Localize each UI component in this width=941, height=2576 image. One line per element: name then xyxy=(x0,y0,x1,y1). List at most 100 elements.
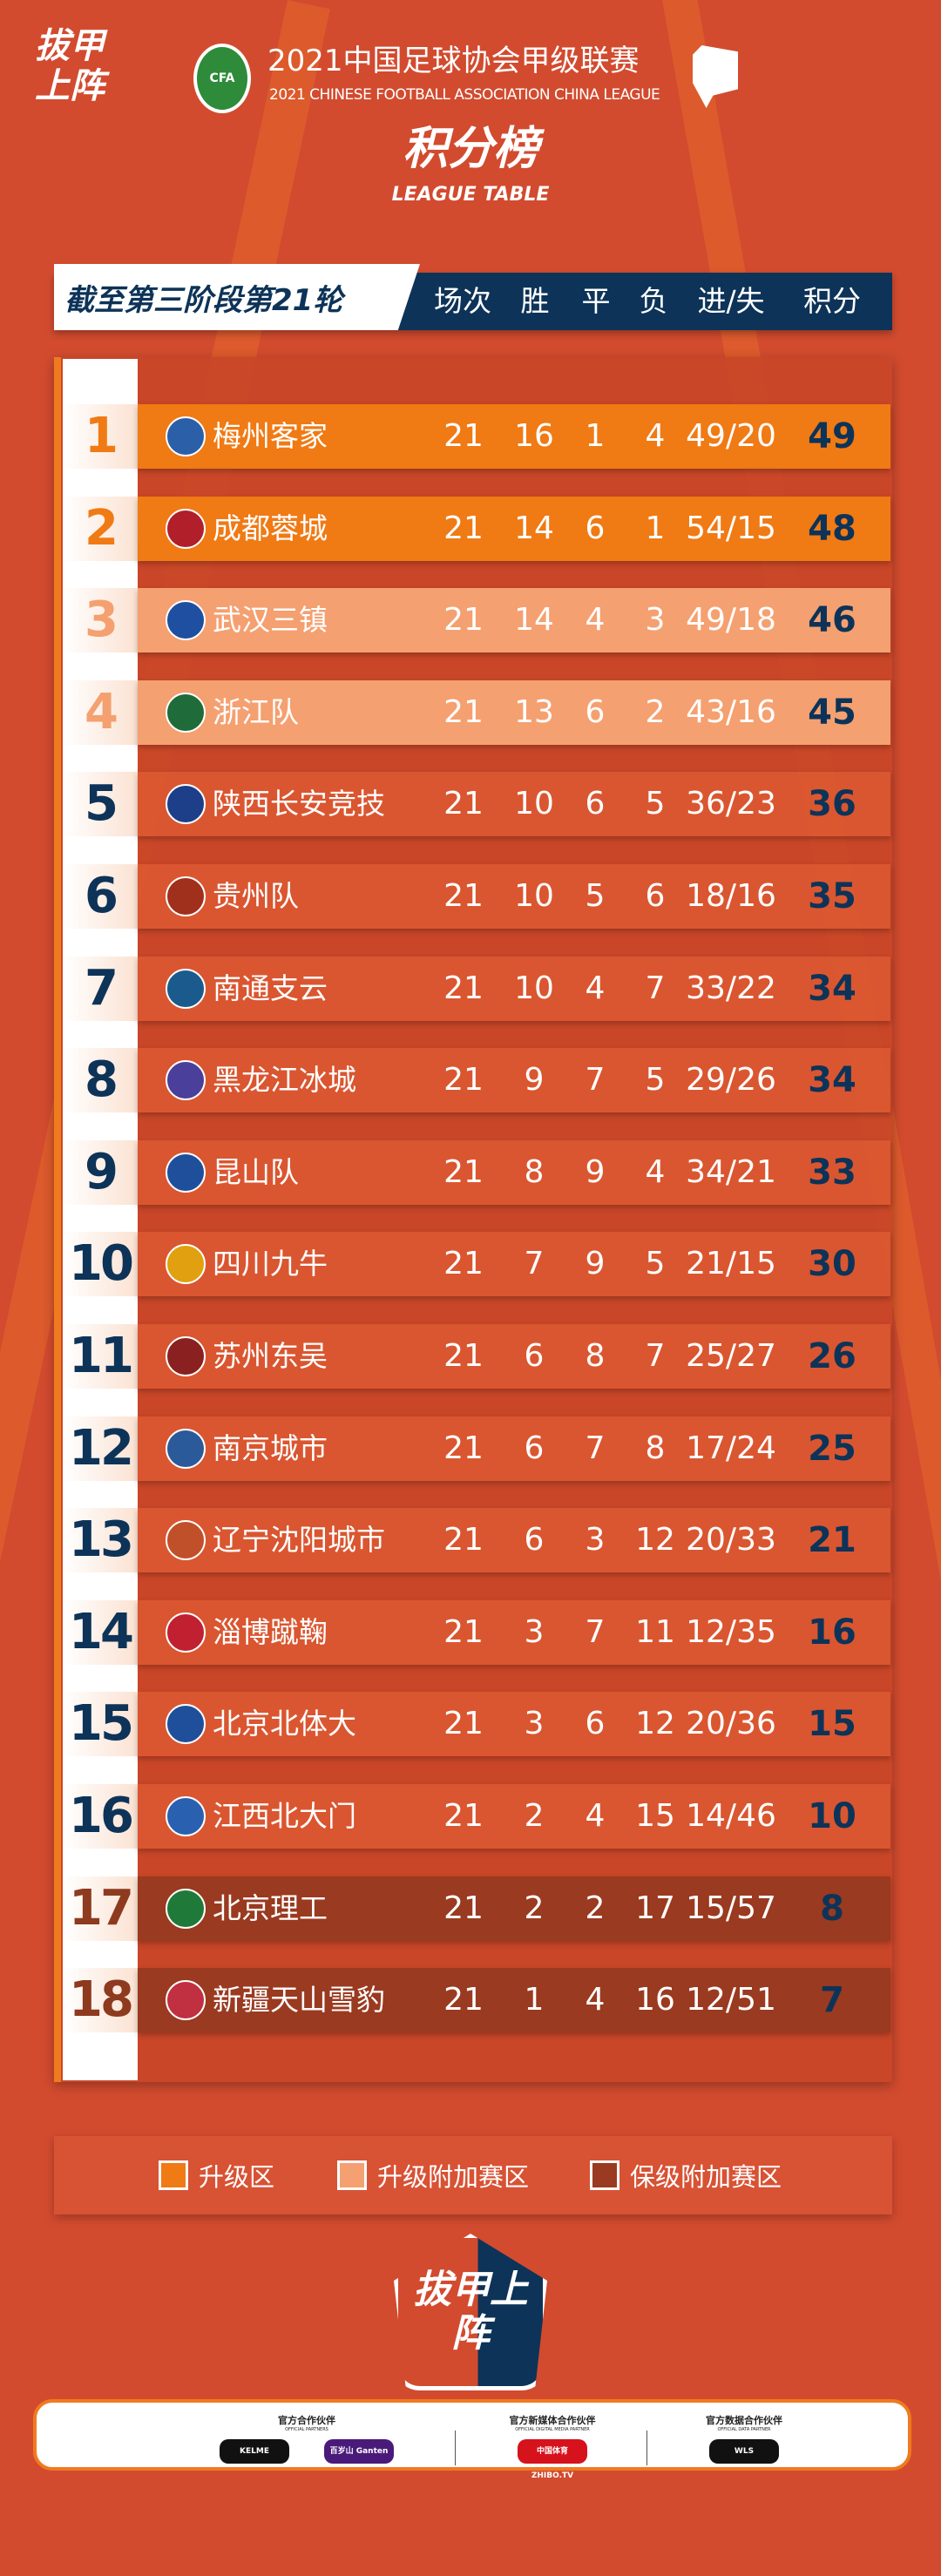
cell-l: 12 xyxy=(635,1522,675,1558)
cell-p: 21 xyxy=(443,970,484,1006)
team-name: 辽宁沈阳城市 xyxy=(213,1523,385,1558)
team-crest-icon xyxy=(166,876,206,916)
cell-l: 1 xyxy=(645,510,666,546)
team-crest-icon xyxy=(166,692,206,733)
rank: 8 xyxy=(63,1048,138,1113)
cell-gd: 20/36 xyxy=(686,1706,776,1742)
cell-d: 5 xyxy=(585,878,606,914)
cell-w: 6 xyxy=(524,1430,545,1466)
wls-logo: WLS xyxy=(709,2439,779,2464)
team-crest-icon xyxy=(166,968,206,1009)
rank: 4 xyxy=(63,679,138,745)
sponsor-group-official: 官方合作伙伴 OFFICIAL PARTNERS KELME 百岁山 Ganten xyxy=(202,2413,411,2464)
rank: 10 xyxy=(63,1232,138,1297)
cell-l: 5 xyxy=(645,1246,666,1282)
cell-d: 6 xyxy=(585,1706,606,1742)
team-name: 贵州队 xyxy=(213,879,299,913)
cell-pts: 8 xyxy=(820,1888,844,1929)
rank: 6 xyxy=(63,864,138,929)
cell-gd: 21/15 xyxy=(686,1246,776,1282)
cell-d: 6 xyxy=(585,786,606,822)
cell-pts: 15 xyxy=(808,1704,856,1745)
rank: 7 xyxy=(63,956,138,1021)
cell-w: 10 xyxy=(514,878,554,914)
cell-d: 2 xyxy=(585,1890,606,1926)
team-name: 江西北大门 xyxy=(213,1799,356,1833)
zhibo-logo: 中国体育 ZHIBO.TV xyxy=(518,2439,587,2480)
cell-p: 21 xyxy=(443,1430,484,1466)
cell-l: 7 xyxy=(645,1338,666,1374)
page-title: 积分榜 xyxy=(402,123,538,175)
cell-p: 21 xyxy=(443,1062,484,1099)
row-bar xyxy=(138,404,890,469)
cell-p: 21 xyxy=(443,878,484,914)
table-row: 11 苏州东吴 21 6 8 7 25/27 26 xyxy=(63,1324,890,1389)
cell-pts: 35 xyxy=(808,876,856,916)
cell-d: 7 xyxy=(585,1613,606,1650)
cell-p: 21 xyxy=(443,1522,484,1558)
cell-pts: 21 xyxy=(808,1520,856,1561)
team-name: 新疆天山雪豹 xyxy=(213,1983,385,2018)
cell-w: 16 xyxy=(514,418,554,454)
table-row: 2 成都蓉城 21 14 6 1 54/15 48 xyxy=(63,496,890,561)
rank: 12 xyxy=(63,1416,138,1481)
row-bar xyxy=(138,1784,890,1849)
rank: 15 xyxy=(63,1692,138,1757)
cell-gd: 43/16 xyxy=(686,693,776,730)
sponsor-subtitle: OFFICIAL DIGITAL MEDIA PARTNER xyxy=(515,2427,590,2432)
row-bar xyxy=(138,956,890,1021)
cell-d: 4 xyxy=(585,970,606,1006)
legend: 升级区 升级附加赛区 保级附加赛区 xyxy=(54,2136,892,2214)
cell-p: 21 xyxy=(443,602,484,639)
team-crest-icon xyxy=(166,784,206,825)
legend-item-relegation-playoff: 保级附加赛区 xyxy=(590,2136,782,2214)
row-bar xyxy=(138,496,890,561)
ganten-logo: 百岁山 Ganten xyxy=(324,2439,394,2464)
table-row: 17 北京理工 21 2 2 17 15/57 8 xyxy=(63,1876,890,1941)
cell-p: 21 xyxy=(443,786,484,822)
rank: 16 xyxy=(63,1784,138,1849)
page-subtitle: LEAGUE TABLE xyxy=(391,184,550,206)
sponsor-title: 官方合作伙伴 xyxy=(278,2415,335,2426)
team-name: 南京城市 xyxy=(213,1430,328,1465)
row-bar xyxy=(138,1139,890,1205)
team-name: 梅州客家 xyxy=(213,419,328,453)
row-bar xyxy=(138,588,890,653)
cell-w: 3 xyxy=(524,1613,545,1650)
cell-d: 3 xyxy=(585,1522,606,1558)
cell-d: 4 xyxy=(585,1798,606,1834)
cell-d: 8 xyxy=(585,1338,606,1374)
cell-w: 7 xyxy=(524,1246,545,1282)
cell-d: 4 xyxy=(585,602,606,639)
cell-l: 4 xyxy=(645,418,666,454)
team-name: 苏州东吴 xyxy=(213,1339,328,1373)
table-row: 1 梅州客家 21 16 1 4 49/20 49 xyxy=(63,404,890,469)
row-bar xyxy=(138,1692,890,1757)
sponsor-group-media: 官方新媒体合作伙伴 OFFICIAL DIGITAL MEDIA PARTNER… xyxy=(500,2413,605,2481)
cell-w: 14 xyxy=(514,510,554,546)
cell-p: 21 xyxy=(443,1153,484,1190)
legend-swatch xyxy=(159,2160,188,2190)
team-name: 陕西长安竞技 xyxy=(213,787,385,821)
cell-w: 2 xyxy=(524,1890,545,1926)
cell-gd: 12/35 xyxy=(686,1613,776,1650)
cell-gd: 49/18 xyxy=(686,602,776,639)
col-played: 场次 xyxy=(434,284,491,318)
cell-p: 21 xyxy=(443,1338,484,1374)
cell-l: 5 xyxy=(645,786,666,822)
cell-l: 6 xyxy=(645,878,666,914)
cell-gd: 36/23 xyxy=(686,786,776,822)
col-lost: 负 xyxy=(639,284,668,318)
legend-item-promotion: 升级区 xyxy=(159,2136,274,2214)
team-crest-icon xyxy=(166,600,206,641)
table-row: 8 黑龙江冰城 21 9 7 5 29/26 34 xyxy=(63,1048,890,1113)
team-crest-icon xyxy=(166,1796,206,1836)
cell-w: 1 xyxy=(524,1982,545,2018)
row-bar xyxy=(138,1968,890,2033)
cell-p: 21 xyxy=(443,1982,484,2018)
col-points: 积分 xyxy=(803,284,861,318)
cell-gd: 17/24 xyxy=(686,1430,776,1466)
rank: 18 xyxy=(63,1968,138,2033)
cell-w: 10 xyxy=(514,970,554,1006)
cell-l: 3 xyxy=(645,602,666,639)
